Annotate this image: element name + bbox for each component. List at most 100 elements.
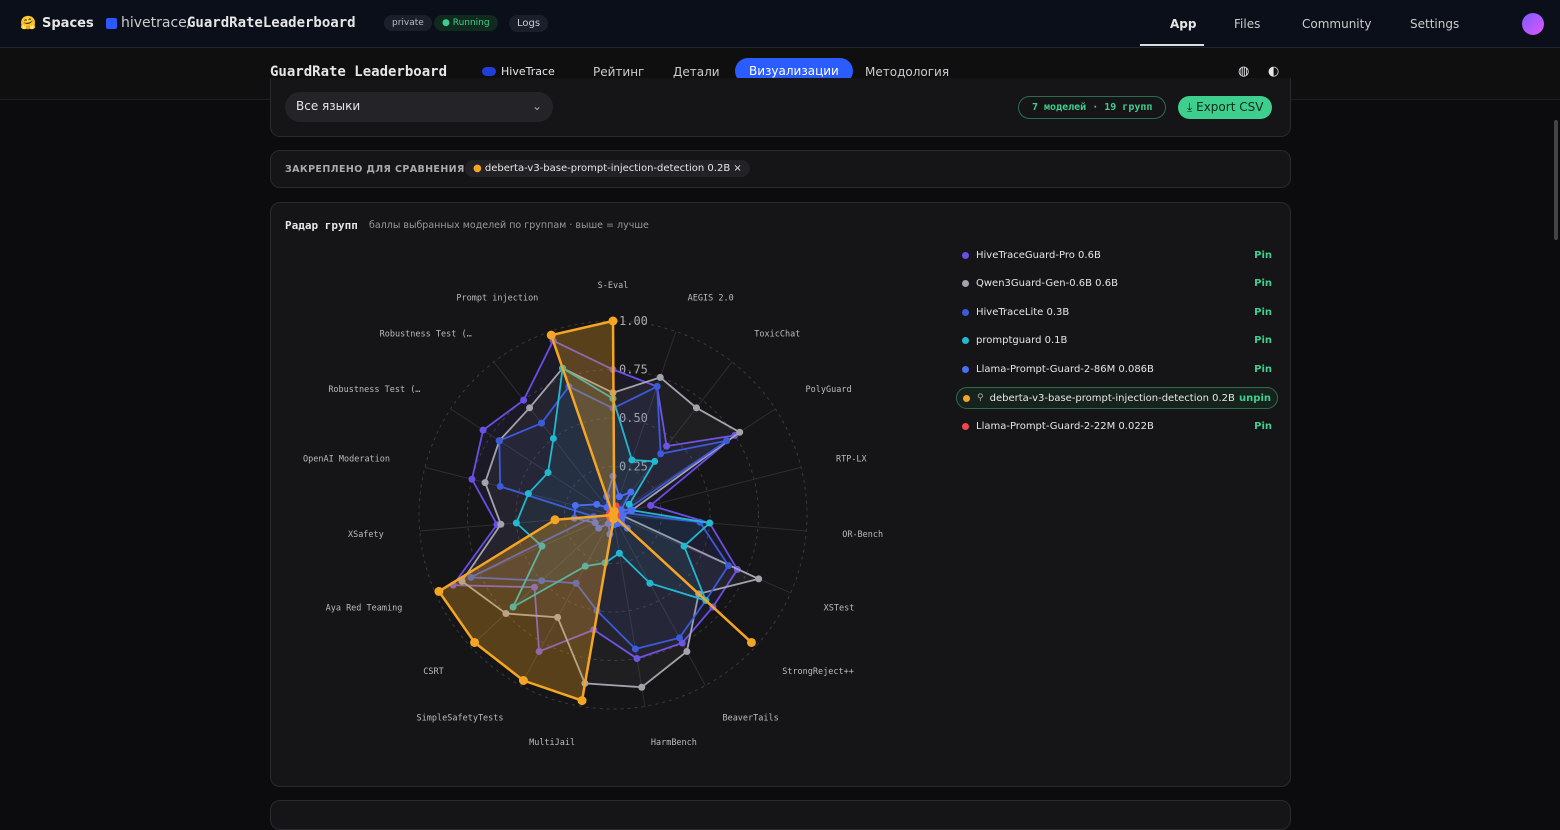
- radar-point: [608, 510, 618, 520]
- legend-item[interactable]: ⚲ deberta-v3-base-prompt-injection-detect…: [956, 387, 1278, 409]
- radar-point: [538, 542, 546, 550]
- legend-action[interactable]: Pin: [1254, 249, 1272, 261]
- radar-point: [608, 316, 618, 326]
- legend-label: deberta-v3-base-prompt-injection-detecti…: [989, 392, 1235, 404]
- nav-link[interactable]: Детали: [673, 65, 720, 79]
- axis-label: OpenAI Moderation: [303, 455, 390, 465]
- chip-close[interactable]: ×: [733, 163, 742, 174]
- radar-area: [467, 385, 730, 650]
- legend-action[interactable]: Pin: [1254, 421, 1272, 433]
- radar-chart: S-Eval AEGIS 2.0 ToxicChat PolyGuard RTP-LX O…: [303, 281, 883, 748]
- legend-swatch: [962, 337, 969, 345]
- logs[interactable]: Logs: [509, 15, 549, 32]
- legend-swatch: [962, 365, 969, 373]
- legend-item[interactable]: HiveTraceGuard-Pro 0.6B Pin: [956, 244, 1278, 266]
- legend-action[interactable]: unpin: [1239, 392, 1271, 404]
- repo[interactable]: GuardRateLeaderboard: [187, 15, 356, 31]
- chevron: ⌄: [531, 99, 542, 113]
- radar-point: [615, 493, 623, 501]
- axis-label: XSTest: [824, 603, 855, 613]
- spoke: [450, 408, 614, 516]
- pinned-card: ЗАКРЕПЛЕНО ДЛЯ СРАВНЕНИЯ ● deberta-v3-ba…: [270, 150, 1291, 188]
- legend-item[interactable]: HiveTraceLite 0.3B Pin: [956, 301, 1278, 323]
- spoke: [520, 514, 614, 686]
- export-text: Export CSV: [1196, 100, 1264, 114]
- tab-app[interactable]: App: [1170, 17, 1197, 31]
- radar-point: [544, 469, 552, 477]
- legend-item[interactable]: Qwen3Guard-Gen-0.6B 0.6B Pin: [956, 273, 1278, 295]
- legend-label: HiveTraceLite 0.3B: [976, 306, 1070, 318]
- radar-point: [678, 639, 686, 647]
- legend-swatch: [962, 423, 969, 431]
- radar-point: [554, 613, 562, 621]
- legend-label: Llama-Prompt-Guard-2-86M 0.086B: [976, 363, 1154, 375]
- radar-point: [638, 683, 646, 691]
- filter-card: Все языки ⌄ 7 моделей · 19 групп ⤓ Export…: [270, 78, 1291, 137]
- tab-community[interactable]: Community: [1302, 17, 1372, 31]
- radar-point: [549, 434, 557, 442]
- radar-point: [683, 647, 691, 655]
- radar-point: [512, 519, 520, 527]
- grid-ring: [467, 369, 759, 661]
- radar-point: [526, 404, 534, 412]
- radar-point: [550, 515, 560, 525]
- legend-action[interactable]: Pin: [1254, 278, 1272, 290]
- spaces-link[interactable]: Spaces: [42, 16, 94, 31]
- pin-icon: ⚲: [977, 393, 984, 403]
- legend-label: Qwen3Guard-Gen-0.6B 0.6B: [976, 278, 1118, 290]
- lang-icon[interactable]: ◍: [1238, 64, 1250, 79]
- radar-point: [495, 437, 503, 445]
- pinned-chip[interactable]: ● deberta-v3-base-prompt-injection-detec…: [465, 160, 750, 177]
- r-tick-label: 0.75: [619, 363, 648, 377]
- axis-label: XSafety: [348, 530, 384, 540]
- axis-label: MultiJail: [529, 738, 575, 748]
- user-avatar[interactable]: [1522, 13, 1544, 35]
- radar-point: [633, 655, 641, 663]
- legend-item[interactable]: Llama-Prompt-Guard-2-22M 0.022B Pin: [956, 416, 1278, 438]
- spoke: [612, 408, 776, 516]
- radar-point: [496, 482, 504, 490]
- language-select[interactable]: Все языки ⌄: [285, 92, 553, 122]
- radar-point: [755, 575, 763, 583]
- radar-point: [502, 610, 510, 618]
- radar-area: [437, 319, 753, 703]
- owner[interactable]: hivetrace/: [121, 15, 192, 31]
- axis-label: Prompt injection: [456, 293, 538, 303]
- theme-icon[interactable]: ◐: [1268, 64, 1280, 79]
- spoke: [612, 514, 646, 707]
- export-button[interactable]: ⤓ Export CSV: [1178, 96, 1273, 119]
- spoke: [612, 514, 706, 686]
- legend-swatch: [962, 251, 969, 259]
- brand-logo: [482, 67, 496, 76]
- legend-item[interactable]: Llama-Prompt-Guard-2-86M 0.086B Pin: [956, 358, 1278, 380]
- app-title: GuardRate Leaderboard: [270, 64, 448, 80]
- legend-action[interactable]: Pin: [1254, 335, 1272, 347]
- scrollbar: [1554, 120, 1558, 240]
- language: Все языки: [296, 99, 361, 113]
- radar-point: [530, 583, 538, 591]
- radar-point: [535, 647, 543, 655]
- axis-label: RTP-LX: [836, 455, 868, 465]
- legend-action[interactable]: Pin: [1254, 363, 1272, 375]
- radar-point: [675, 634, 683, 642]
- radar-point: [615, 549, 623, 557]
- radar-point: [479, 426, 487, 434]
- radar-point: [524, 490, 532, 498]
- radar-point: [497, 520, 505, 528]
- nav-link[interactable]: Рейтинг: [593, 65, 645, 79]
- next-card: [270, 800, 1291, 830]
- radar-point: [538, 577, 546, 585]
- radar-point: [628, 456, 636, 464]
- tab-underline: [1140, 44, 1204, 46]
- grid-ring: [418, 320, 808, 710]
- legend-item[interactable]: promptguard 0.1B Pin: [956, 330, 1278, 352]
- summary: 7 моделей · 19 групп: [1018, 96, 1167, 119]
- radar-point: [470, 637, 480, 647]
- legend-label: promptguard 0.1B: [976, 335, 1068, 347]
- tab-files[interactable]: Files: [1234, 17, 1261, 31]
- nav-link[interactable]: Методология: [865, 65, 950, 79]
- radar-point: [595, 524, 603, 532]
- legend-action[interactable]: Pin: [1254, 306, 1272, 318]
- chart-title: Радар групп: [285, 219, 358, 232]
- tab-settings[interactable]: Settings: [1410, 17, 1460, 31]
